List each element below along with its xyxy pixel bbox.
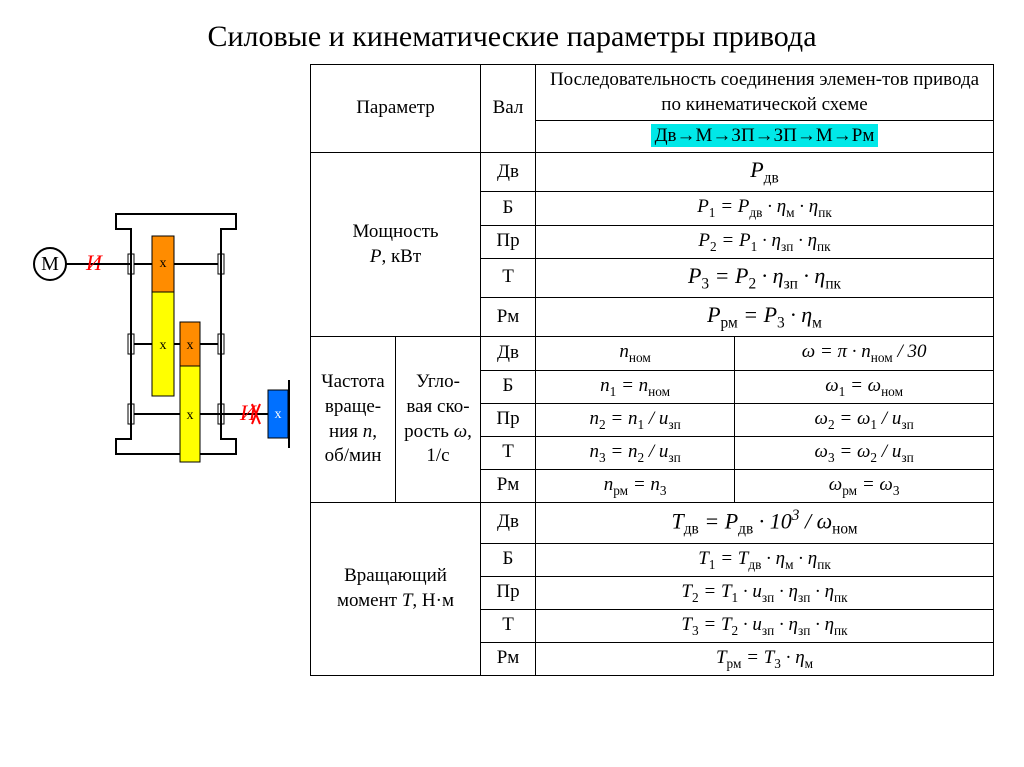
- formula-cell: Tрм = T3 · ηм: [536, 642, 994, 675]
- formula-cell: Pдв: [536, 153, 994, 192]
- kinematic-diagram: М И x x x: [30, 204, 290, 489]
- section-freq-w: Угло-вая ско-рость ω, 1/с: [396, 337, 481, 502]
- formula-cell: Tдв = Pдв · 103 / ωном: [536, 502, 994, 543]
- formula-cell: n3 = n2 / uзп: [536, 436, 735, 469]
- formula-cell: n2 = n1 / uзп: [536, 403, 735, 436]
- th-sequence: Последовательность соединения элемен-тов…: [536, 65, 994, 121]
- section-power: МощностьP, кВт: [311, 153, 481, 337]
- th-shaft: Вал: [481, 65, 536, 153]
- shaft-label: Б: [481, 543, 536, 576]
- svg-text:x: x: [187, 338, 194, 353]
- formula-cell: P3 = P2 · ηзп · ηпк: [536, 258, 994, 297]
- shaft-label: Рм: [481, 642, 536, 675]
- formula-cell: nном: [536, 337, 735, 370]
- coupling-icon: И: [85, 250, 103, 275]
- formula-cell: ωрм = ω3: [735, 469, 994, 502]
- svg-text:x: x: [160, 338, 167, 353]
- shaft-label: Рм: [481, 469, 536, 502]
- motor-label: М: [41, 253, 59, 275]
- svg-text:x: x: [275, 407, 282, 422]
- parameters-table: Параметр Вал Последовательность соединен…: [310, 64, 994, 676]
- shaft-label: Б: [481, 370, 536, 403]
- shaft-label: Т: [481, 258, 536, 297]
- shaft-label: Т: [481, 609, 536, 642]
- formula-cell: Pрм = P3 · ηм: [536, 298, 994, 337]
- coupling-icon: И: [239, 400, 257, 425]
- shaft-label: Б: [481, 192, 536, 225]
- shaft-label: Дв: [481, 337, 536, 370]
- section-torque: Вращающий момент T, Н·м: [311, 502, 481, 675]
- formula-cell: ω3 = ω2 / uзп: [735, 436, 994, 469]
- formula-cell: P1 = Pдв · ηм · ηпк: [536, 192, 994, 225]
- section-freq-n: Частота враще-ния n, об/мин: [311, 337, 396, 502]
- shaft-label: Пр: [481, 576, 536, 609]
- formula-cell: T3 = T2 · uзп · ηзп · ηпк: [536, 609, 994, 642]
- formula-cell: nрм = n3: [536, 469, 735, 502]
- formula-cell: T2 = T1 · uзп · ηзп · ηпк: [536, 576, 994, 609]
- shaft-label: Дв: [481, 153, 536, 192]
- shaft-label: Дв: [481, 502, 536, 543]
- shaft-label: Рм: [481, 298, 536, 337]
- formula-cell: ω2 = ω1 / uзп: [735, 403, 994, 436]
- formula-cell: n1 = nном: [536, 370, 735, 403]
- formula-cell: ω1 = ωном: [735, 370, 994, 403]
- formula-cell: T1 = Tдв · ηм · ηпк: [536, 543, 994, 576]
- svg-text:x: x: [187, 408, 194, 423]
- shaft-label: Пр: [481, 403, 536, 436]
- shaft-label: Пр: [481, 225, 536, 258]
- formula-cell: P2 = P1 · ηзп · ηпк: [536, 225, 994, 258]
- shaft-label: Т: [481, 436, 536, 469]
- th-chain: Дв→М→ЗП→ЗП→М→Рм: [536, 121, 994, 153]
- formula-cell: ω = π · nном / 30: [735, 337, 994, 370]
- th-param: Параметр: [311, 65, 481, 153]
- page-title: Силовые и кинематические параметры приво…: [30, 20, 994, 54]
- svg-text:x: x: [160, 256, 167, 271]
